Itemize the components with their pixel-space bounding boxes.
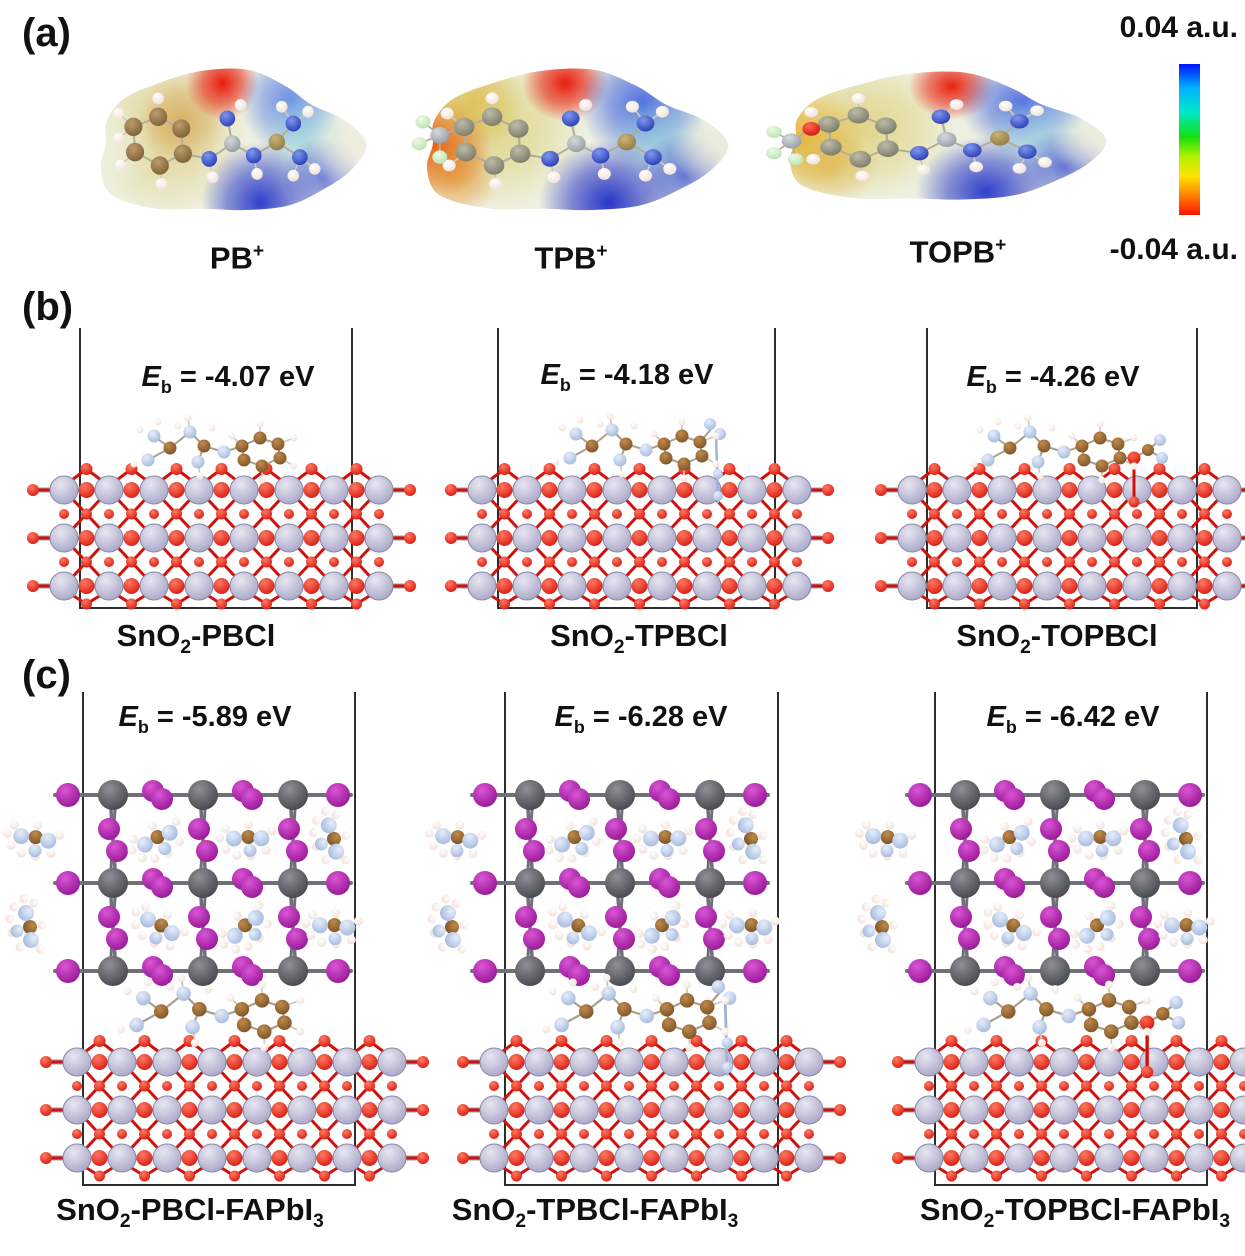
- structure-label-sno2-pbcl: SnO2-PBCl: [116, 618, 276, 659]
- panel-b-letter: (b): [22, 285, 74, 329]
- adsorbate-c-pb: [116, 973, 305, 1052]
- esp-map-tpb: [411, 68, 729, 211]
- esp-map-topb: [766, 71, 1107, 200]
- eb-value-c-2: Eb = -6.28 eV: [554, 701, 728, 737]
- sno2-slab-c-topb: [892, 1035, 1245, 1182]
- fapbi3-lattice-tpb: [424, 780, 780, 986]
- sno2-slab-c-tpb: [457, 1035, 846, 1182]
- molecule-label-topb: TOPB+: [909, 234, 1007, 270]
- eb-value-b-2: Eb = -4.18 eV: [540, 359, 714, 395]
- panel-a-letter: (a): [22, 11, 71, 55]
- sno2-slab-b-tpb: [445, 463, 834, 610]
- esp-colorbar: [1179, 64, 1200, 215]
- fapbi3-lattice-topb: [854, 780, 1215, 986]
- structure-label-sno2-pbcl-fapbi3: SnO2-PBCl-FAPbI3: [56, 1192, 324, 1233]
- fapbi3-lattice-pb: [2, 780, 363, 986]
- esp-map-pb: [100, 68, 367, 211]
- adsorbate-c-tpb: [541, 973, 737, 1076]
- structure-label-sno2-topbcl-fapbi3: SnO2-TOPBCl-FAPbI3: [919, 1192, 1231, 1233]
- sno2-slab-b-topb: [875, 463, 1245, 610]
- structure-label-sno2-topbcl: SnO2-TOPBCl: [956, 618, 1158, 659]
- eb-value-b-1: Eb = -4.07 eV: [141, 361, 315, 397]
- sno2-slab-c-pb: [40, 1035, 429, 1182]
- structure-label-sno2-tpbcl-fapbi3: SnO2-TPBCl-FAPbI3: [451, 1192, 739, 1233]
- sno2-slab-b-pb: [27, 463, 416, 610]
- adsorbate-c-topb: [963, 973, 1186, 1079]
- molecule-label-tpb: TPB+: [534, 240, 608, 276]
- adsorbate-b-pb: [130, 414, 298, 484]
- eb-value-c-3: Eb = -6.42 eV: [986, 701, 1160, 737]
- structure-label-sno2-tpbcl: SnO2-TPBCl: [550, 618, 728, 659]
- panel-c-letter: (c): [22, 653, 71, 697]
- colorbar-max-label: 0.04 a.u.: [1119, 11, 1238, 44]
- molecule-label-pb: PB+: [209, 240, 265, 276]
- adsorbate-b-tpb: [552, 412, 726, 504]
- adsorbate-b-topb: [970, 414, 1168, 508]
- eb-value-c-1: Eb = -5.89 eV: [118, 701, 292, 737]
- eb-value-b-3: Eb = -4.26 eV: [966, 361, 1140, 397]
- colorbar-min-label: -0.04 a.u.: [1109, 233, 1238, 266]
